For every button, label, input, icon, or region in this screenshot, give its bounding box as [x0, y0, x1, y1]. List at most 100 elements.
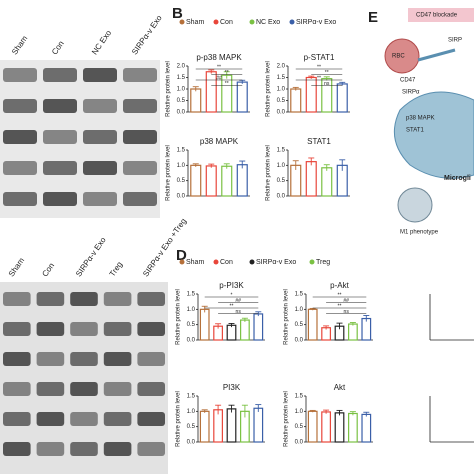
y-tick-label: 1.5 — [295, 394, 304, 400]
legend-label: Con — [220, 19, 233, 26]
blot-band — [3, 442, 31, 456]
legend-label: Sham — [186, 259, 204, 266]
bar — [205, 71, 217, 113]
y-tick-label: 1.0 — [295, 409, 304, 415]
blot-band — [103, 382, 132, 396]
sirp-cut: SIRP — [448, 38, 462, 44]
blot-band — [36, 322, 65, 336]
bar — [348, 323, 358, 341]
legend-swatch — [249, 259, 255, 265]
blot-band — [137, 322, 165, 336]
y-axis-label: Relative protein level — [284, 289, 290, 345]
sig-label: ## — [343, 298, 349, 304]
bar — [334, 412, 345, 443]
blot-band — [43, 99, 77, 113]
y-tick-label: 0.0 — [277, 110, 286, 116]
blot-band — [3, 412, 31, 426]
legend-label: SIRPα-v Exo — [296, 19, 336, 26]
sig-label: ns — [236, 309, 242, 315]
bar — [253, 313, 264, 341]
panel-letter: D — [176, 247, 187, 264]
sig-label: ** — [338, 303, 342, 309]
blot-band — [43, 130, 77, 144]
blot-band — [83, 192, 117, 206]
blot-band — [103, 292, 132, 306]
legend-swatch — [179, 259, 185, 265]
blot-band — [3, 352, 31, 366]
y-tick-label: 1.5 — [277, 148, 286, 154]
bar — [213, 409, 223, 443]
y-tick-label: 1.5 — [187, 394, 196, 400]
bar — [305, 161, 317, 197]
y-tick-label: 1.0 — [295, 307, 304, 313]
sig-label: ** — [230, 303, 234, 309]
chart-title: p-STAT1 — [304, 53, 335, 62]
y-tick-label: 0.0 — [295, 338, 304, 344]
legend-swatch — [179, 19, 185, 25]
blot-band — [36, 292, 65, 306]
y-axis-label: Relative protein level — [284, 391, 290, 447]
blot-band — [3, 68, 37, 82]
sig-label: ** — [338, 292, 342, 298]
bar — [199, 308, 210, 341]
p38-label: p38 MAPK — [406, 116, 435, 122]
chart-title: p38 MAPK — [200, 137, 239, 146]
chart-title: p-PI3K — [219, 281, 244, 290]
legend-swatch — [309, 259, 315, 265]
legend-label: SIRPα-v Exo — [256, 259, 296, 266]
m1-cell — [397, 187, 433, 223]
stat1-label: STAT1 — [406, 128, 424, 134]
banner-text: CD47 blockade — [416, 13, 458, 19]
panel-letter: E — [368, 9, 378, 26]
bar — [226, 408, 237, 443]
bar — [236, 164, 248, 197]
blot-band — [70, 292, 98, 306]
chart-title: p-p38 MAPK — [196, 53, 242, 62]
chart-title: STAT1 — [307, 137, 331, 146]
blot-band — [83, 99, 117, 113]
bar — [253, 407, 264, 443]
microglia-label: Microgli — [444, 175, 471, 182]
y-tick-label: 0.5 — [277, 178, 286, 184]
blot-band — [137, 292, 165, 306]
banner — [408, 8, 474, 22]
y-axis-label: Relative protein level — [166, 145, 172, 201]
sig-label: ** — [225, 70, 229, 76]
blot-band — [36, 442, 65, 456]
y-tick-label: 1.0 — [277, 87, 286, 93]
legend-swatch — [249, 19, 255, 25]
blot-band — [70, 352, 98, 366]
blot-band — [3, 99, 37, 113]
blot-band — [3, 322, 31, 336]
rbc — [384, 38, 420, 74]
bar — [290, 88, 302, 113]
sig-label: ** — [325, 70, 329, 76]
y-axis-label: Relative protein level — [166, 61, 172, 117]
y-tick-label: 1.5 — [277, 75, 286, 81]
blot-band — [83, 68, 117, 82]
y-tick-label: 1.0 — [277, 163, 286, 169]
sig-label: ns — [324, 81, 330, 87]
legend-label: Con — [220, 259, 233, 266]
blot-band — [36, 352, 65, 366]
legend-swatch — [213, 259, 219, 265]
blot-band — [123, 68, 157, 82]
bar — [221, 165, 233, 197]
blot-band — [3, 192, 37, 206]
y-tick-label: 1.0 — [187, 409, 196, 415]
blot-band — [36, 382, 65, 396]
sig-label: ** — [317, 64, 321, 70]
panel-letter: B — [172, 5, 183, 22]
bar — [307, 308, 318, 341]
y-axis-label: Relative protein level — [266, 145, 272, 201]
bar — [348, 412, 358, 443]
y-tick-label: 0.0 — [177, 194, 186, 200]
sig-label: ns — [344, 309, 350, 315]
blot-band — [70, 442, 98, 456]
y-tick-label: 1.5 — [177, 75, 186, 81]
y-tick-label: 0.0 — [295, 440, 304, 446]
blot-band — [137, 442, 165, 456]
blot-band — [103, 352, 132, 366]
y-tick-label: 1.5 — [187, 292, 196, 298]
